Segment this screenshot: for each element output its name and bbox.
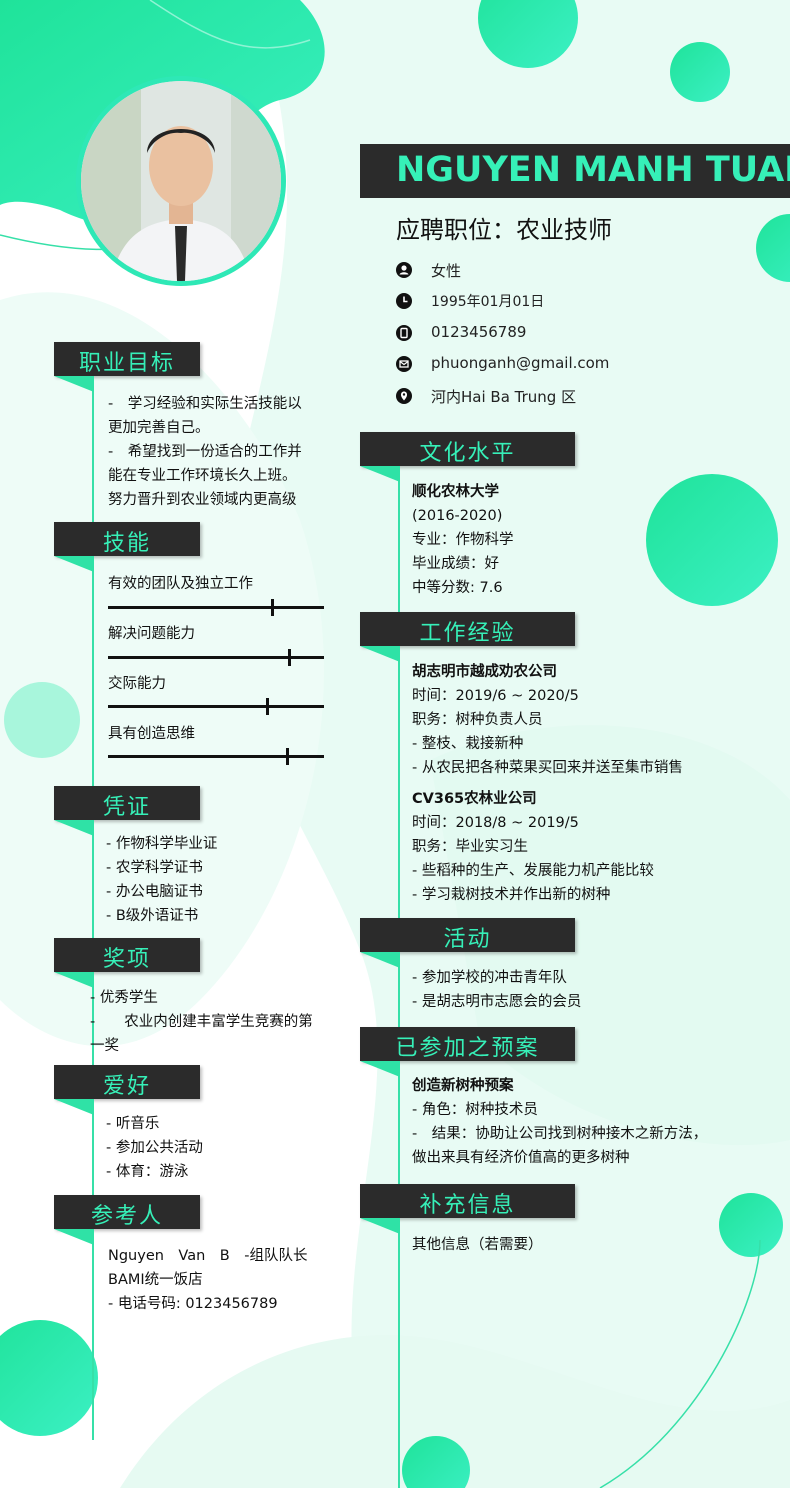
section-header-experience: 工作经验 — [360, 612, 575, 646]
section-header-objective: 职业目标 — [54, 342, 200, 376]
section-header-certificates: 凭证 — [54, 786, 200, 820]
candidate-name: NGUYEN MANH TUAN — [396, 150, 790, 190]
clock-icon — [396, 293, 412, 309]
birthday-text: 1995年01月01日 — [431, 294, 545, 310]
header-fold-decoration — [54, 1099, 94, 1115]
awards-list: - 优秀学生 - 农业内创建丰富学生竞赛的第 一奖 — [90, 990, 313, 1054]
location-pin-icon — [396, 388, 412, 404]
header-fold-decoration — [54, 820, 94, 836]
projects-details: 创造新树种预案 - 角色：树种技术员 - 结果：协助让公司找到树种接木之新方法，… — [412, 1074, 707, 1170]
section-header-references: 参考人 — [54, 1195, 200, 1229]
section-header-hobbies: 爱好 — [54, 1065, 200, 1099]
section-header-education: 文化水平 — [360, 432, 575, 466]
address-text: 河内Hai Ba Trung 区 — [431, 388, 577, 406]
phone-icon — [396, 325, 412, 341]
section-header-skills: 技能 — [54, 522, 200, 556]
left-timeline-line — [92, 360, 94, 1440]
phone-text: 0123456789 — [431, 323, 527, 341]
user-icon — [396, 262, 412, 278]
education-details: 顺化农林大学 (2016-2020) 专业：作物科学 毕业成绩：好 中等分数: … — [412, 480, 514, 600]
company-name: CV365农林业公司 — [412, 791, 537, 807]
email-text: phuonganh@gmail.com — [431, 354, 610, 372]
skill-label: 交际能力 — [108, 676, 166, 692]
skill-bar — [108, 698, 324, 715]
hobbies-list: - 听音乐 - 参加公共活动 - 体育：游泳 — [106, 1116, 203, 1180]
job-entry: CV365农林业公司 时间：2018/8 ~ 2019/5 职务：毕业实习生 -… — [412, 787, 654, 907]
header-fold-decoration — [360, 952, 400, 968]
skill-level-marker — [266, 698, 270, 715]
project-name: 创造新树种预案 — [412, 1078, 514, 1094]
skill-level-marker — [270, 599, 274, 616]
section-header-extra: 补充信息 — [360, 1184, 575, 1218]
section-header-projects: 已参加之预案 — [360, 1027, 575, 1061]
header-fold-decoration — [54, 972, 94, 988]
name-banner: NGUYEN MANH TUAN — [360, 144, 790, 198]
gender-text: 女性 — [431, 262, 462, 280]
company-name: 胡志明市越成劝农公司 — [412, 664, 557, 680]
header-fold-decoration — [54, 1229, 94, 1245]
skill-bar — [108, 748, 324, 765]
activities-list: - 参加学校的冲击青年队 - 是胡志明市志愿会的会员 — [412, 970, 582, 1010]
section-header-activities: 活动 — [360, 918, 575, 952]
header-fold-decoration — [360, 646, 400, 662]
references-list: Nguyen Van B -组队队长 BAMI统一饭店 - 电话号码: 0123… — [108, 1248, 308, 1312]
job-entry: 胡志明市越成劝农公司 时间：2019/6 ~ 2020/5 职务：树种负责人员 … — [412, 660, 683, 780]
right-timeline-line — [398, 450, 400, 1488]
header-fold-decoration — [360, 1061, 400, 1077]
skill-label: 具有创造思维 — [108, 726, 195, 742]
header-fold-decoration — [360, 1218, 400, 1234]
profile-photo — [76, 76, 286, 286]
school-name: 顺化农林大学 — [412, 484, 499, 500]
header-fold-decoration — [360, 466, 400, 482]
mail-icon — [396, 356, 412, 372]
skill-label: 有效的团队及独立工作 — [108, 576, 253, 592]
objective-text: - 学习经验和实际生活技能以 更加完善自己。 - 希望找到一份适合的工作并 能在… — [108, 396, 302, 508]
applied-position: 应聘职位：农业技师 — [396, 216, 612, 244]
header-fold-decoration — [54, 556, 94, 572]
skill-level-marker — [285, 748, 289, 765]
skill-level-marker — [287, 649, 291, 666]
extra-info: 其他信息（若需要） — [412, 1237, 543, 1253]
skill-bar — [108, 599, 324, 616]
certificates-list: - 作物科学毕业证 - 农学科学证书 - 办公电脑证书 - B级外语证书 — [106, 836, 218, 924]
section-header-awards: 奖项 — [54, 938, 200, 972]
skill-label: 解决问题能力 — [108, 626, 195, 642]
skill-bar — [108, 649, 324, 666]
person-avatar-icon — [81, 81, 281, 281]
header-fold-decoration — [54, 376, 94, 392]
